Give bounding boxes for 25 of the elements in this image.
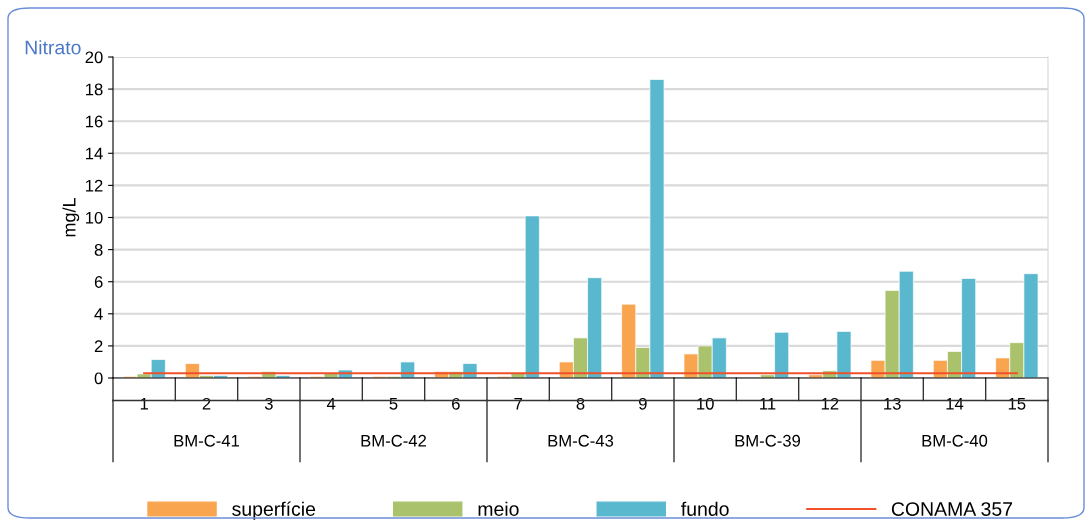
- y-tick-label: 12: [86, 179, 103, 192]
- y-tick-label: 20: [85, 51, 103, 64]
- y-tick-label: 2: [94, 340, 103, 352]
- text: BM-C-41: [174, 434, 240, 447]
- legend-label: CONAMA 357: [891, 502, 1013, 516]
- x-tick-label: 6: [452, 397, 460, 410]
- y-tick-label: 8: [94, 244, 103, 256]
- y-tick-label: 6: [94, 276, 103, 288]
- text: BM-C-43: [548, 434, 614, 447]
- y-tick-label: 14: [86, 147, 103, 160]
- text: BM-C-40: [922, 434, 988, 447]
- y-tick-label: 4: [94, 308, 103, 320]
- y-tick-label: 16: [86, 115, 103, 128]
- legend-label: meio: [478, 501, 519, 516]
- y-tick-label: 10: [86, 211, 103, 224]
- y-axis-title: mg/L: [62, 198, 80, 237]
- legend-label: superfície: [232, 501, 316, 520]
- y-tick-label: 18: [86, 83, 103, 96]
- x-tick-label: 15: [1008, 398, 1026, 410]
- chart-title: Nitrato: [25, 40, 81, 55]
- legend-label: fundo: [681, 501, 729, 516]
- x-tick-label: 7: [514, 398, 522, 410]
- text: BM-C-42: [361, 434, 426, 447]
- y-tick-label: 0: [94, 372, 103, 385]
- text: BM-C-39: [735, 434, 801, 447]
